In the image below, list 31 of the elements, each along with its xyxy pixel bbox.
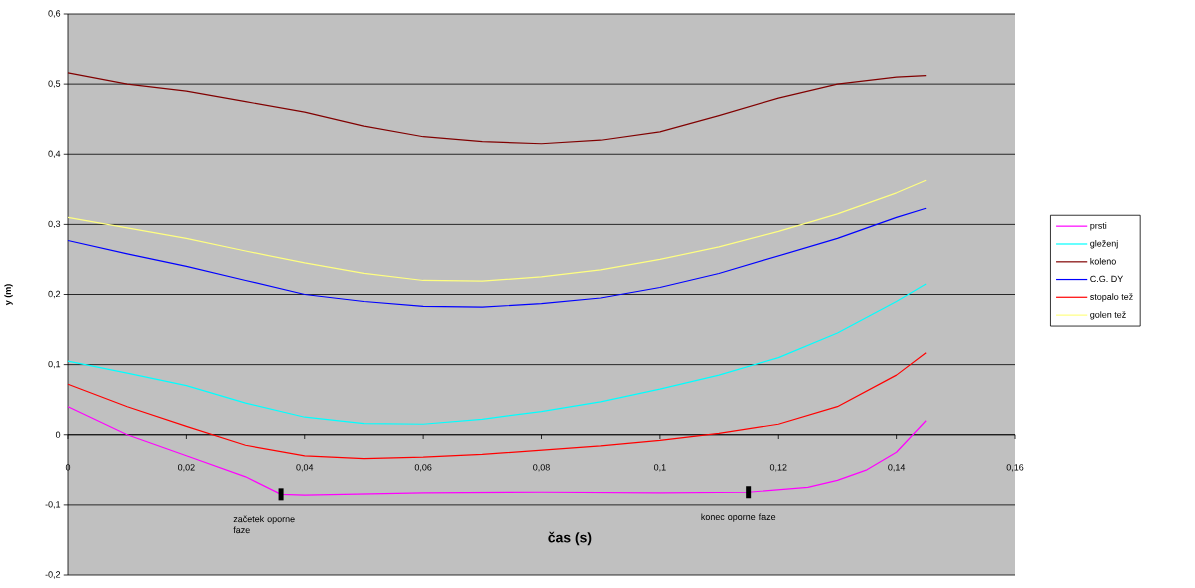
legend-label: koleno (1090, 257, 1116, 265)
legend-label: stopalo tež (1090, 293, 1133, 302)
y-tick-label: 0,1 (48, 360, 61, 369)
x-tick-label: 0,16 (1006, 464, 1024, 472)
x-tick-label: 0 (65, 464, 71, 471)
legend-label: golen tež (1090, 311, 1126, 320)
annotation: konec oporne faze (701, 513, 776, 522)
x-tick-label: 0,04 (296, 464, 314, 472)
y-tick-label: -0,2 (45, 571, 61, 579)
y-tick-label: 0,6 (48, 10, 61, 18)
y-tick-label: 0,2 (48, 290, 61, 299)
y-tick-label: -0,1 (45, 501, 61, 509)
legend-label: prsti (1090, 222, 1107, 231)
line-series (67, 283, 927, 425)
line-series (67, 179, 927, 282)
x-tick-label: 0,08 (533, 464, 550, 472)
x-axis-title: čas (s) (548, 531, 592, 546)
legend-label: C.G. DY (1090, 275, 1123, 283)
annotation: začetek oporne faze (233, 515, 295, 534)
y-axis-title: y (m) (4, 284, 13, 306)
x-tick-label: 0,14 (888, 464, 906, 472)
line-series (67, 72, 927, 145)
y-tick-label: 0,3 (48, 220, 61, 229)
x-tick-label: 0,06 (414, 464, 432, 472)
legend-label: gleženj (1090, 240, 1118, 249)
x-tick-label: 0,12 (769, 464, 787, 472)
y-tick-label: 0 (55, 431, 61, 438)
x-tick-label: 0,02 (177, 464, 195, 472)
x-tick-label: 0,1 (653, 464, 666, 472)
y-tick-label: 0,4 (48, 150, 61, 158)
y-tick-label: 0,5 (48, 80, 61, 88)
